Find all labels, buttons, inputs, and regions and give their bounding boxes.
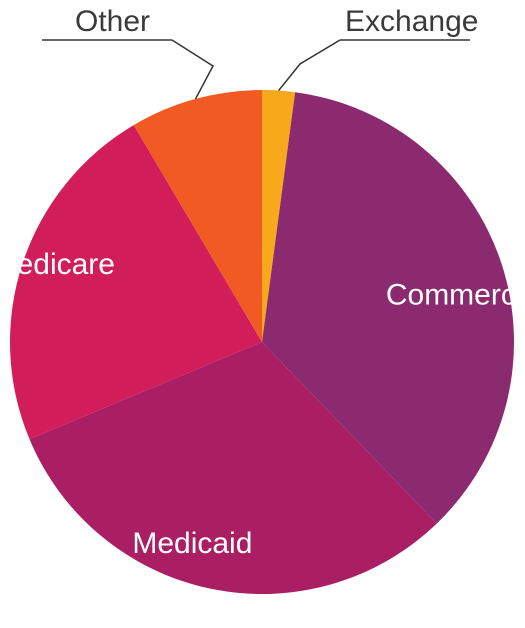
- callout-line-other: [172, 40, 213, 99]
- slice-label-commercial: Commercial: [386, 278, 525, 311]
- callout-label-other: Other: [75, 5, 150, 39]
- pie-chart: Commercial Medicaid Medicare Exchange Othe…: [0, 0, 525, 628]
- pie-svg: Commercial Medicaid Medicare: [0, 0, 525, 628]
- callout-label-exchange: Exchange: [345, 5, 478, 39]
- callout-line-exchange: [279, 40, 340, 91]
- slice-label-medicare: Medicare: [0, 248, 115, 281]
- slice-label-medicaid: Medicaid: [132, 527, 252, 560]
